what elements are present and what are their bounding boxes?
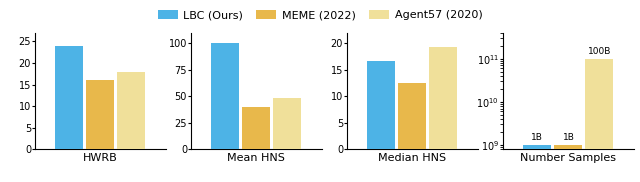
Text: 1B: 1B: [563, 133, 574, 143]
Bar: [211, 43, 239, 149]
Bar: [56, 46, 83, 149]
Bar: [429, 47, 458, 149]
Text: 1B: 1B: [531, 133, 543, 143]
Bar: [524, 145, 551, 182]
Bar: [118, 72, 145, 149]
Bar: [399, 83, 426, 149]
X-axis label: HWRB: HWRB: [83, 153, 118, 163]
Bar: [273, 98, 301, 149]
X-axis label: Median HNS: Median HNS: [378, 153, 447, 163]
Bar: [243, 107, 270, 149]
Bar: [86, 80, 115, 149]
Bar: [554, 145, 582, 182]
Bar: [586, 59, 613, 182]
Legend: LBC (Ours), MEME (2022), Agent57 (2020): LBC (Ours), MEME (2022), Agent57 (2020): [153, 6, 487, 25]
Text: 100B: 100B: [588, 47, 611, 56]
Bar: [367, 61, 396, 149]
X-axis label: Number Samples: Number Samples: [520, 153, 616, 163]
X-axis label: Mean HNS: Mean HNS: [227, 153, 285, 163]
